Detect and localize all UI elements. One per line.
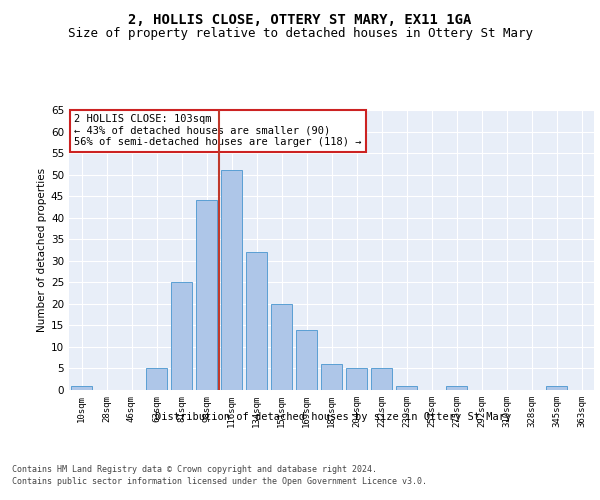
Bar: [546, 386, 567, 390]
Text: 2, HOLLIS CLOSE, OTTERY ST MARY, EX11 1GA: 2, HOLLIS CLOSE, OTTERY ST MARY, EX11 1G…: [128, 12, 472, 26]
Bar: [246, 252, 267, 390]
Text: Size of property relative to detached houses in Ottery St Mary: Size of property relative to detached ho…: [67, 28, 533, 40]
Bar: [396, 386, 417, 390]
Y-axis label: Number of detached properties: Number of detached properties: [37, 168, 47, 332]
Bar: [296, 330, 317, 390]
Text: Contains public sector information licensed under the Open Government Licence v3: Contains public sector information licen…: [12, 478, 427, 486]
Text: Contains HM Land Registry data © Crown copyright and database right 2024.: Contains HM Land Registry data © Crown c…: [12, 465, 377, 474]
Bar: [146, 368, 167, 390]
Bar: [171, 282, 192, 390]
Text: Distribution of detached houses by size in Ottery St Mary: Distribution of detached houses by size …: [155, 412, 511, 422]
Bar: [271, 304, 292, 390]
Bar: [196, 200, 217, 390]
Bar: [321, 364, 342, 390]
Bar: [71, 386, 92, 390]
Bar: [371, 368, 392, 390]
Bar: [346, 368, 367, 390]
Text: 2 HOLLIS CLOSE: 103sqm
← 43% of detached houses are smaller (90)
56% of semi-det: 2 HOLLIS CLOSE: 103sqm ← 43% of detached…: [74, 114, 362, 148]
Bar: [446, 386, 467, 390]
Bar: [221, 170, 242, 390]
